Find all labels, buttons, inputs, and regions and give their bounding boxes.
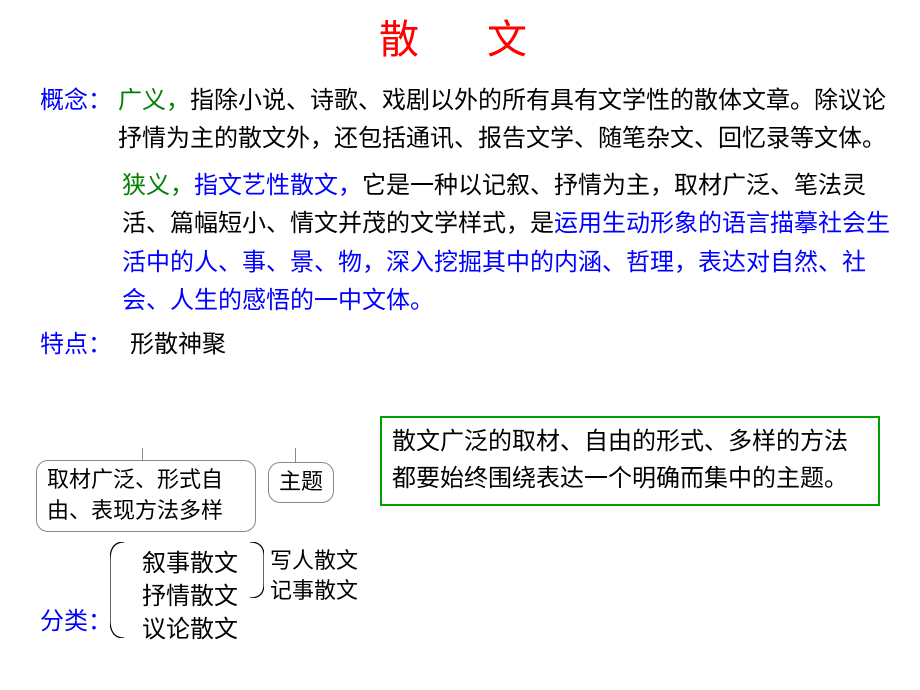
classify-list: 叙事散文 抒情散文 议论散文 <box>142 548 238 647</box>
list-item: 写人散文 <box>270 546 358 576</box>
features-label: 特点： <box>40 326 112 364</box>
broad-body: 指除小说、诗歌、戏剧以外的所有具有文学性的散体文章。除议论抒情为主的散文外，还包… <box>118 88 886 152</box>
classify-row: 分类： <box>40 585 132 641</box>
list-item: 叙事散文 <box>142 548 238 581</box>
bracket-icon <box>250 542 264 598</box>
features-main: 形散神聚 <box>130 326 226 364</box>
green-explanation-box: 散文广泛的取材、自由的形式、多样的方法都要始终围绕表达一个明确而集中的主题。 <box>380 416 880 506</box>
concept-body: 广义，指除小说、诗歌、戏剧以外的所有具有文学性的散体文章。除议论抒情为主的散文外… <box>118 82 890 159</box>
list-item: 议论散文 <box>142 614 238 647</box>
classify-sublist: 写人散文 记事散文 <box>270 546 358 605</box>
page-title: 散 文 <box>0 0 920 72</box>
list-item: 记事散文 <box>270 576 358 606</box>
callout-box-theme: 主题 <box>268 462 334 503</box>
narrow-label: 狭义， <box>122 173 194 199</box>
list-item: 抒情散文 <box>142 581 238 614</box>
concept-label: 概念： <box>40 82 112 159</box>
features-row: 特点： 形散神聚 <box>40 326 890 364</box>
classify-label: 分类： <box>40 603 112 641</box>
content-area: 概念： 广义，指除小说、诗歌、戏剧以外的所有具有文学性的散体文章。除议论抒情为主… <box>0 82 920 365</box>
broad-label: 广义， <box>118 88 190 114</box>
narrow-para: 狭义，指文艺性散文，它是一种以记叙、抒情为主，取材广泛、笔法灵活、篇幅短小、情文… <box>122 167 890 321</box>
callout-box-form: 取材广泛、形式自由、表现方法多样 <box>36 460 256 532</box>
concept-row: 概念： 广义，指除小说、诗歌、戏剧以外的所有具有文学性的散体文章。除议论抒情为主… <box>40 82 890 159</box>
narrow-body-blue1: 指文艺性散文， <box>194 173 362 199</box>
